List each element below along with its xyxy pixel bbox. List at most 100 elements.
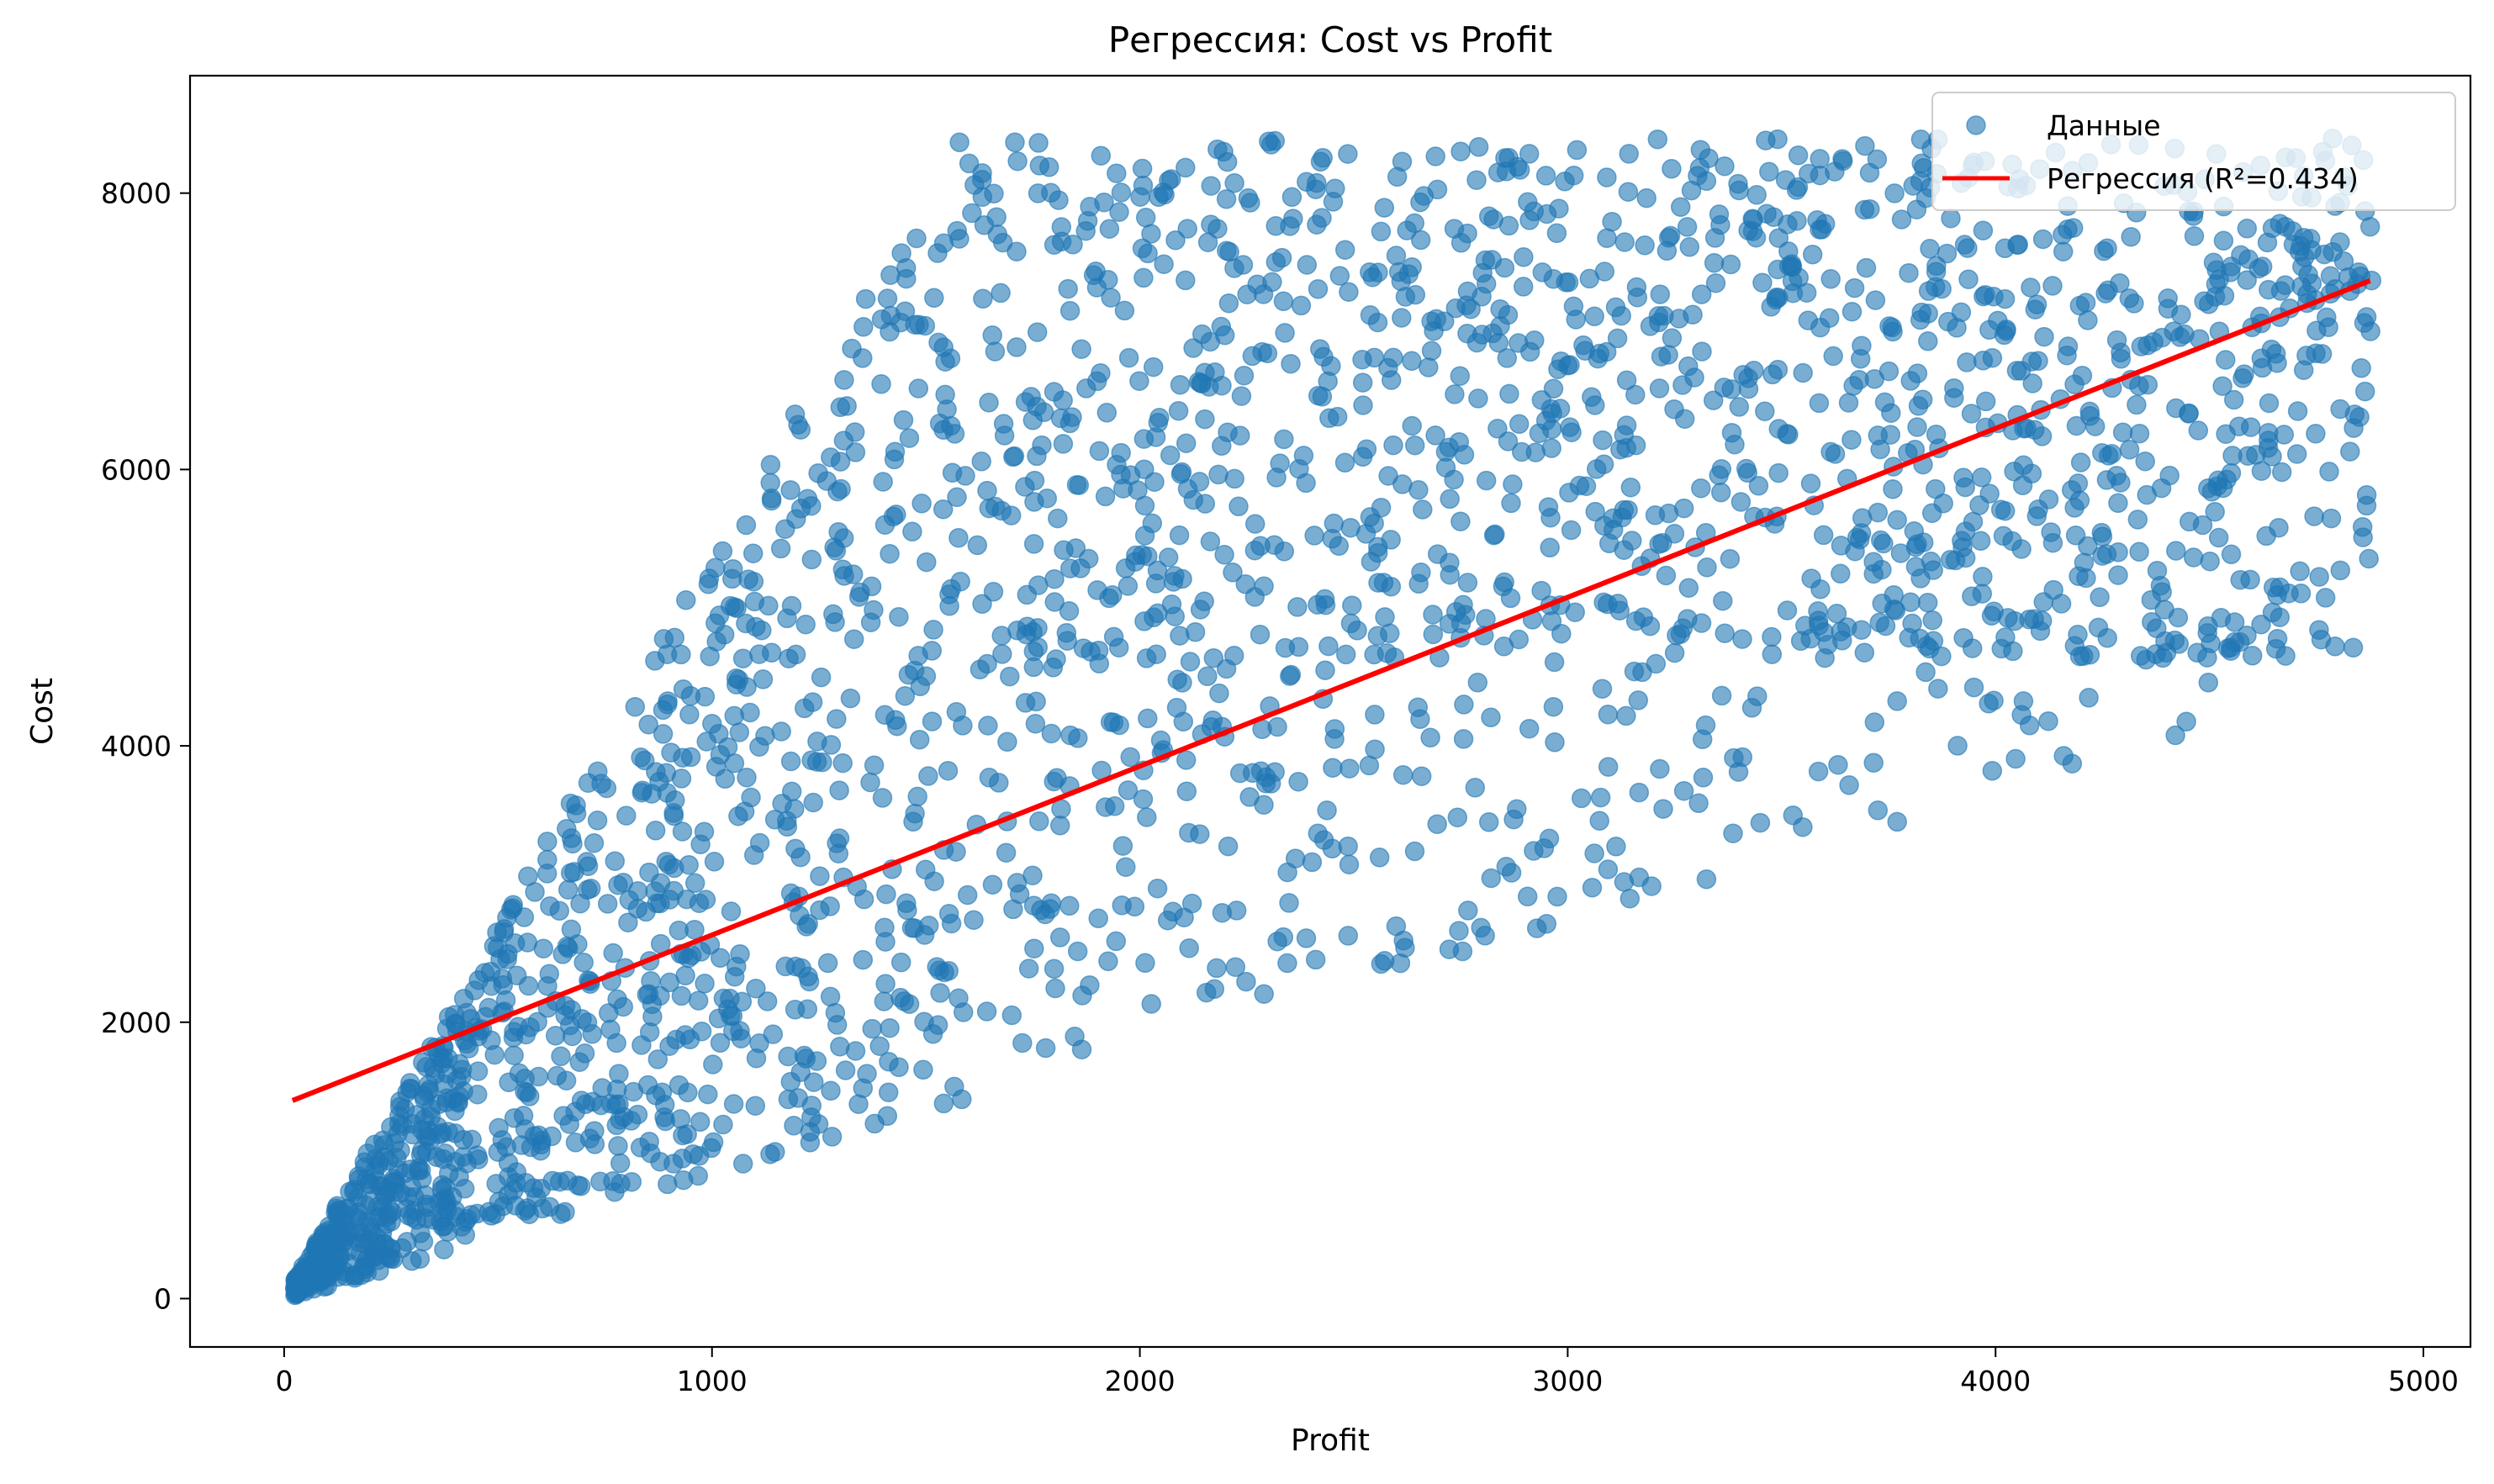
data-point bbox=[732, 1154, 753, 1174]
data-point bbox=[1007, 337, 1027, 357]
data-point bbox=[1711, 685, 1732, 706]
data-point bbox=[2005, 748, 2026, 769]
data-point bbox=[875, 974, 896, 994]
data-point bbox=[2069, 566, 2089, 587]
data-point bbox=[784, 1116, 804, 1136]
data-point bbox=[780, 1071, 801, 1092]
data-point bbox=[563, 833, 583, 854]
data-point bbox=[1181, 893, 1202, 914]
data-point bbox=[1234, 365, 1255, 386]
data-point bbox=[1493, 576, 1514, 597]
data-point bbox=[1444, 219, 1465, 239]
data-point bbox=[1142, 513, 1163, 534]
data-point bbox=[1982, 761, 2003, 781]
data-point bbox=[874, 917, 895, 937]
data-point bbox=[1629, 782, 1650, 803]
data-point bbox=[1408, 697, 1429, 717]
data-point bbox=[549, 1171, 570, 1192]
data-point bbox=[2259, 279, 2279, 300]
data-point bbox=[1044, 235, 1065, 255]
data-point bbox=[1620, 477, 1641, 498]
data-point bbox=[582, 1024, 602, 1044]
data-point bbox=[1143, 356, 1164, 378]
data-point bbox=[795, 614, 816, 635]
data-point bbox=[2154, 599, 2174, 620]
data-point bbox=[1371, 221, 1392, 242]
data-point bbox=[553, 1106, 573, 1126]
data-point bbox=[1585, 501, 1605, 522]
data-point bbox=[1274, 541, 1295, 562]
data-point bbox=[1091, 362, 1111, 383]
data-point bbox=[663, 805, 684, 826]
data-point bbox=[2021, 351, 2042, 372]
data-point bbox=[645, 821, 666, 841]
data-point bbox=[1188, 372, 1209, 392]
data-point bbox=[1472, 325, 1493, 345]
data-point bbox=[432, 1217, 453, 1237]
data-point bbox=[1594, 261, 1615, 282]
data-point bbox=[879, 1051, 899, 1072]
data-point bbox=[1288, 636, 1309, 658]
data-point bbox=[2176, 711, 2196, 732]
data-point bbox=[1150, 730, 1171, 751]
data-point bbox=[771, 721, 791, 742]
data-point bbox=[743, 845, 764, 865]
data-point bbox=[967, 535, 988, 556]
data-point bbox=[506, 1162, 527, 1182]
data-point bbox=[1133, 267, 1154, 288]
data-point bbox=[1503, 474, 1523, 494]
data-point bbox=[780, 480, 801, 500]
data-point bbox=[1907, 417, 1927, 437]
data-point bbox=[873, 472, 893, 492]
data-point bbox=[878, 1082, 899, 1102]
data-point bbox=[1302, 852, 1323, 873]
data-point bbox=[1450, 141, 1471, 161]
data-point bbox=[2315, 588, 2336, 608]
data-point bbox=[1338, 144, 1358, 164]
data-point bbox=[2064, 636, 2085, 656]
data-point bbox=[715, 768, 736, 790]
data-point bbox=[1650, 284, 1671, 304]
data-point bbox=[337, 1198, 358, 1218]
data-point bbox=[1065, 538, 1086, 558]
data-point bbox=[1975, 391, 1996, 412]
data-point bbox=[1809, 615, 1829, 636]
data-point bbox=[959, 153, 980, 174]
data-point bbox=[1565, 602, 1585, 622]
data-point bbox=[584, 832, 605, 853]
data-point bbox=[2242, 646, 2263, 666]
data-point bbox=[864, 755, 885, 775]
data-point bbox=[971, 452, 991, 472]
data-point bbox=[987, 224, 1008, 245]
data-point bbox=[1452, 941, 1473, 962]
data-point bbox=[1107, 454, 1127, 475]
data-point bbox=[701, 1138, 721, 1159]
data-point bbox=[505, 1196, 526, 1216]
data-point bbox=[2286, 444, 2307, 464]
data-point bbox=[557, 879, 579, 900]
data-point bbox=[1420, 727, 1440, 748]
data-point bbox=[1755, 401, 1775, 421]
data-point bbox=[1176, 157, 1196, 178]
data-point bbox=[1819, 308, 1840, 328]
data-point bbox=[853, 317, 874, 337]
data-point bbox=[1404, 435, 1425, 456]
data-point bbox=[811, 667, 832, 688]
data-point bbox=[1018, 959, 1039, 979]
data-point bbox=[1308, 823, 1329, 843]
data-point bbox=[827, 481, 848, 502]
data-point bbox=[833, 430, 854, 451]
data-point bbox=[1995, 500, 2016, 521]
data-point bbox=[765, 1142, 785, 1162]
data-point bbox=[320, 1252, 341, 1272]
data-point bbox=[354, 1152, 375, 1172]
legend-label-data: Данные bbox=[2047, 109, 2161, 142]
data-point bbox=[791, 958, 811, 979]
data-point bbox=[1120, 747, 1140, 768]
data-point bbox=[942, 462, 963, 483]
data-point bbox=[2216, 350, 2236, 370]
data-point bbox=[2119, 440, 2140, 460]
data-point bbox=[1041, 723, 1062, 744]
data-point bbox=[1240, 193, 1260, 213]
data-point bbox=[902, 521, 922, 542]
